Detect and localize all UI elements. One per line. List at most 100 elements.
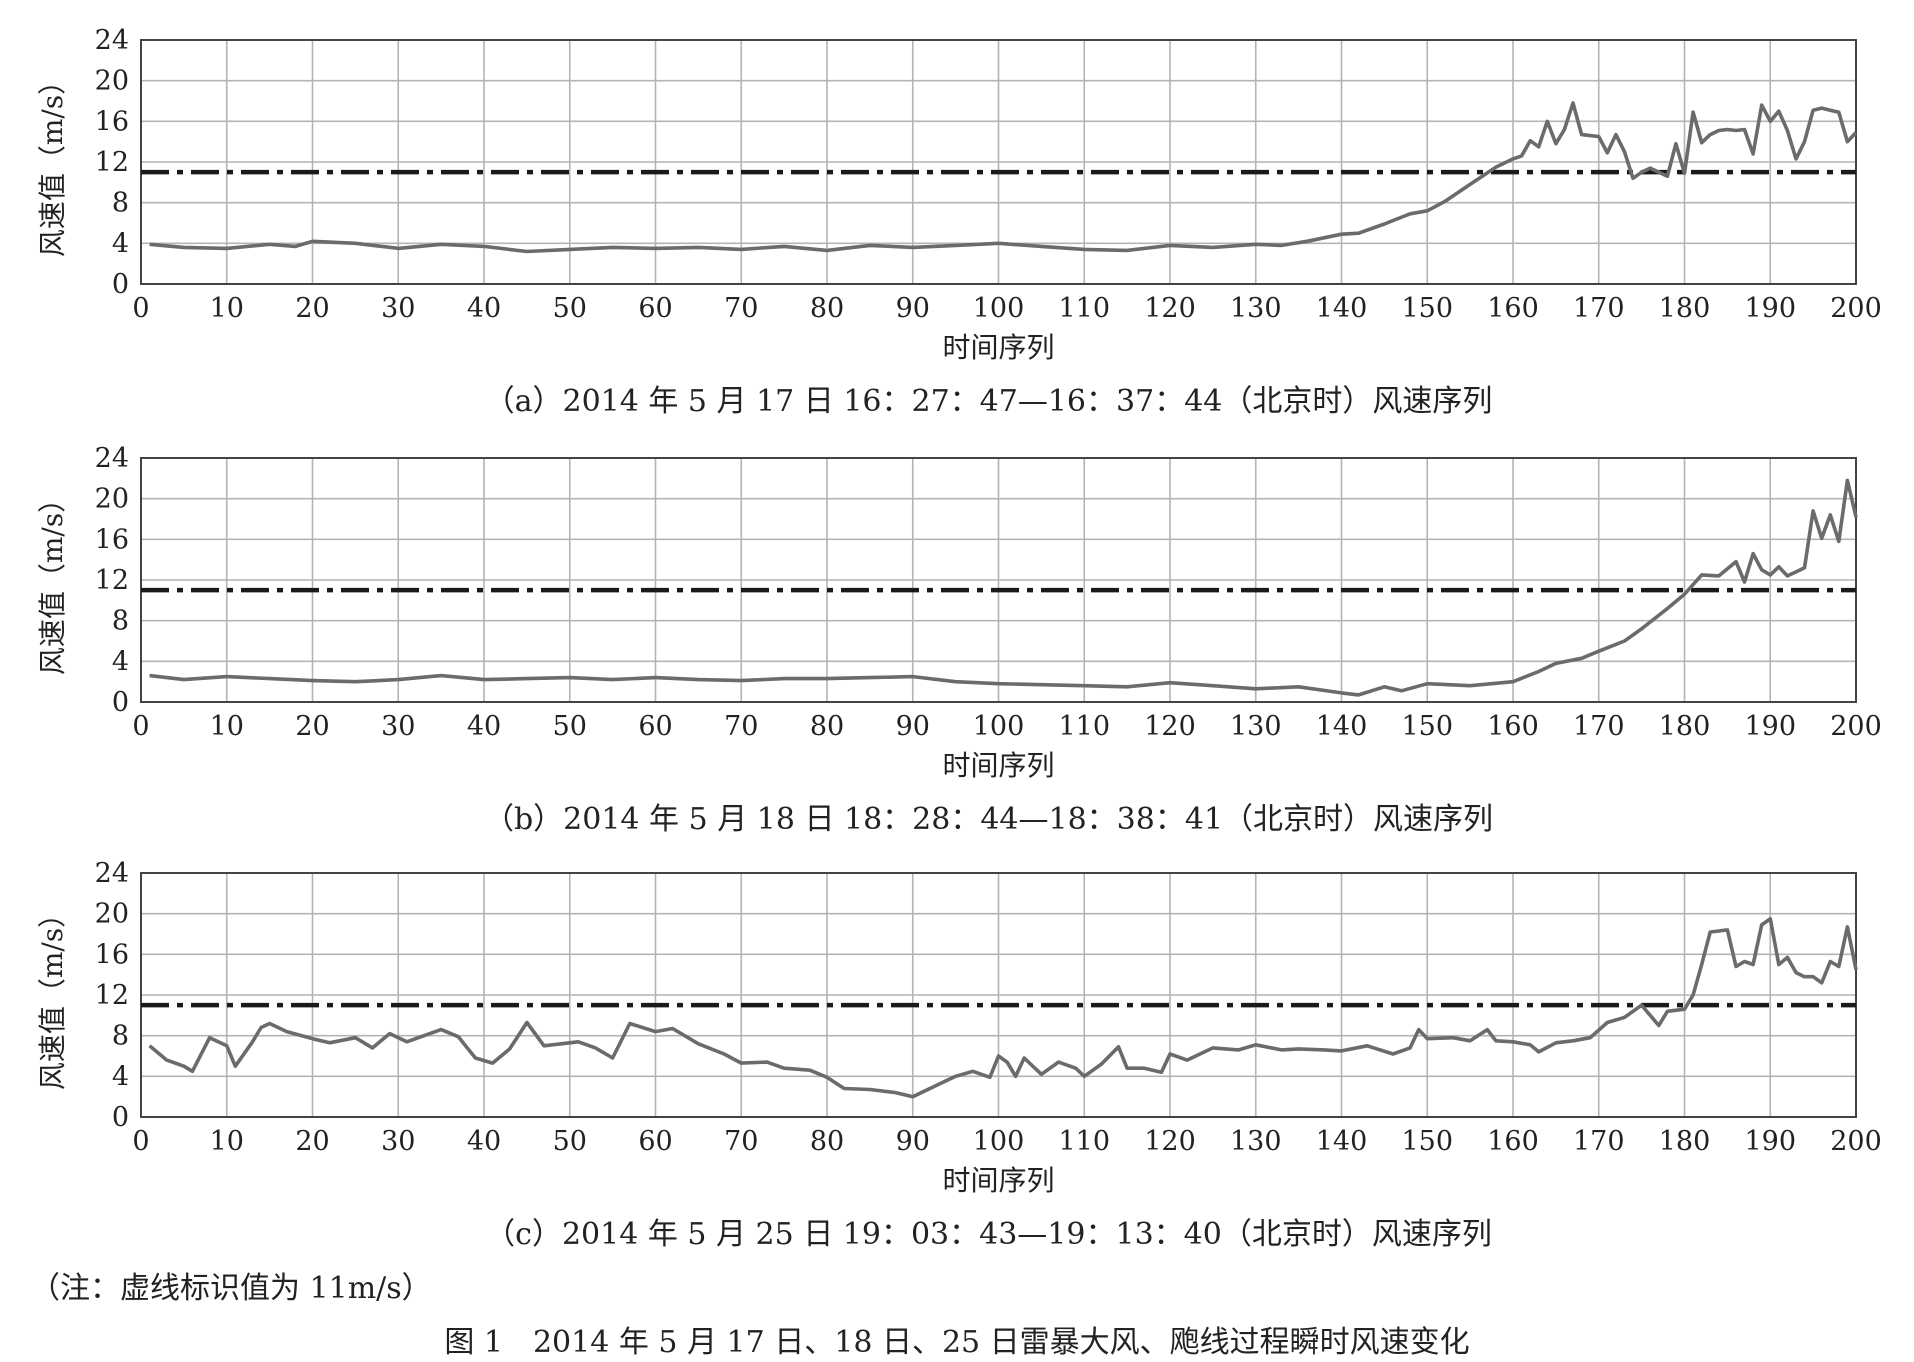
y-tick-label: 24 [95, 858, 129, 889]
y-tick-label: 8 [112, 1021, 129, 1052]
x-tick-label: 150 [1401, 1126, 1453, 1157]
x-tick-label: 20 [295, 1126, 329, 1157]
figure-caption: 图 1 2014 年 5 月 17 日、18 日、25 日雷暴大风、飑线过程瞬时… [444, 1325, 1469, 1360]
x-tick-label: 100 [973, 293, 1025, 324]
x-tick-label: 190 [1744, 711, 1796, 742]
x-tick-label: 120 [1144, 711, 1196, 742]
y-tick-label: 12 [95, 565, 129, 596]
x-tick-label: 110 [1058, 711, 1110, 742]
plot-frame [140, 872, 1857, 1118]
x-tick-label: 110 [1058, 293, 1110, 324]
y-tick-label: 20 [95, 899, 129, 930]
x-tick-label: 110 [1058, 1126, 1110, 1157]
y-tick-label: 20 [95, 66, 129, 97]
x-tick-label: 170 [1573, 293, 1625, 324]
x-axis-title: 时间序列 [942, 749, 1054, 782]
x-tick-label: 30 [381, 1126, 415, 1157]
x-tick-label: 130 [1230, 1126, 1282, 1157]
y-tick-label: 16 [95, 524, 129, 555]
panel-caption: （b）2014 年 5 月 18 日 18：28：44—18：38：41（北京时… [484, 802, 1493, 837]
y-tick-label: 24 [95, 443, 129, 474]
y-tick-label: 4 [112, 228, 129, 259]
x-tick-label: 50 [553, 1126, 587, 1157]
panel-caption: （a）2014 年 5 月 17 日 16：27：47—16：37：44（北京时… [485, 384, 1493, 419]
x-tick-label: 150 [1401, 711, 1453, 742]
x-tick-label: 120 [1144, 1126, 1196, 1157]
x-tick-label: 150 [1401, 293, 1453, 324]
y-tick-label: 20 [95, 484, 129, 515]
x-tick-label: 200 [1830, 711, 1882, 742]
x-tick-label: 70 [724, 293, 758, 324]
x-tick-label: 30 [381, 711, 415, 742]
x-tick-label: 40 [467, 293, 501, 324]
x-tick-label: 180 [1659, 1126, 1711, 1157]
x-tick-label: 90 [896, 1126, 930, 1157]
panel-caption: （c）2014 年 5 月 25 日 19：03：43—19：13：40（北京时… [485, 1217, 1492, 1252]
x-tick-label: 130 [1230, 293, 1282, 324]
y-tick-label: 24 [95, 25, 129, 56]
x-tick-label: 0 [132, 1126, 149, 1157]
x-tick-label: 80 [810, 1126, 844, 1157]
x-tick-label: 160 [1487, 711, 1539, 742]
x-tick-label: 50 [553, 711, 587, 742]
x-tick-label: 130 [1230, 711, 1282, 742]
x-tick-label: 20 [295, 293, 329, 324]
x-tick-label: 0 [132, 293, 149, 324]
x-tick-label: 90 [896, 293, 930, 324]
x-tick-label: 170 [1573, 1126, 1625, 1157]
x-axis-title: 时间序列 [942, 1164, 1054, 1197]
x-tick-label: 200 [1830, 1126, 1882, 1157]
x-axis-title: 时间序列 [942, 331, 1054, 364]
x-tick-label: 200 [1830, 293, 1882, 324]
x-tick-label: 140 [1316, 293, 1368, 324]
plot-frame [140, 457, 1857, 703]
x-tick-label: 190 [1744, 293, 1796, 324]
plot-frame [140, 39, 1857, 285]
x-tick-label: 0 [132, 711, 149, 742]
x-tick-label: 80 [810, 293, 844, 324]
charts-container: 0 10 20 30 40 50 60 70 80 90 100 110 120 130 140 150 160… [36, 25, 1882, 1252]
x-tick-label: 100 [973, 1126, 1025, 1157]
x-tick-label: 60 [638, 293, 672, 324]
x-tick-label: 160 [1487, 1126, 1539, 1157]
x-tick-label: 60 [638, 1126, 672, 1157]
y-tick-label: 8 [112, 188, 129, 219]
chart-panel: 0 10 20 30 40 50 60 70 80 90 100 110 120 130 140 150 160… [36, 443, 1882, 837]
y-tick-label: 4 [112, 646, 129, 677]
x-tick-label: 10 [210, 1126, 244, 1157]
y-axis-title: 风速值（m/s） [36, 900, 69, 1090]
figure-note: （注：虚线标识值为 11m/s） [30, 1271, 432, 1306]
x-tick-label: 80 [810, 711, 844, 742]
y-tick-label: 12 [95, 980, 129, 1011]
chart-panel: 0 10 20 30 40 50 60 70 80 90 100 110 120 130 140 150 160… [36, 858, 1882, 1252]
x-tick-label: 40 [467, 711, 501, 742]
x-tick-label: 10 [210, 293, 244, 324]
y-tick-label: 16 [95, 939, 129, 970]
y-tick-label: 0 [112, 1102, 129, 1133]
wind-speed-series-line [149, 101, 1858, 254]
x-tick-label: 100 [973, 711, 1025, 742]
x-tick-label: 10 [210, 711, 244, 742]
x-tick-label: 170 [1573, 711, 1625, 742]
x-tick-label: 60 [638, 711, 672, 742]
x-tick-label: 190 [1744, 1126, 1796, 1157]
y-axis-title: 风速值（m/s） [36, 485, 69, 675]
y-tick-label: 4 [112, 1061, 129, 1092]
wind-speed-series-line [148, 916, 1858, 1099]
y-axis-title: 风速值（m/s） [36, 67, 69, 257]
x-tick-label: 90 [896, 711, 930, 742]
y-tick-label: 16 [95, 106, 129, 137]
y-tick-label: 0 [112, 269, 129, 300]
x-tick-label: 180 [1659, 293, 1711, 324]
x-tick-label: 120 [1144, 293, 1196, 324]
y-tick-label: 8 [112, 606, 129, 637]
x-tick-label: 20 [295, 711, 329, 742]
x-tick-label: 70 [724, 711, 758, 742]
x-tick-label: 140 [1316, 1126, 1368, 1157]
x-tick-label: 70 [724, 1126, 758, 1157]
x-tick-label: 160 [1487, 293, 1539, 324]
x-tick-label: 180 [1659, 711, 1711, 742]
x-tick-label: 140 [1316, 711, 1368, 742]
x-tick-label: 50 [553, 293, 587, 324]
